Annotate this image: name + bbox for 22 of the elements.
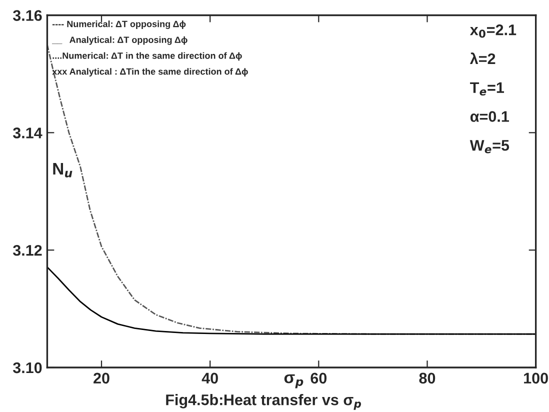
annotation: W$_{e}$=5 [470, 140, 510, 154]
x-tick-label: 80 [419, 372, 436, 384]
annotation: ....Numerical: ΔT in the same direction of Δϕ [52, 52, 242, 61]
y-tick-label: 3.14 [12, 128, 42, 138]
annotation: T$_{e}$=1 [470, 82, 504, 96]
annotation: λ=2 [470, 52, 496, 64]
x-tick-label: 100 [524, 372, 548, 384]
y-tick-label: 3.16 [12, 10, 42, 21]
text: Fig4.5b:Heat transfer vs σ$_{p}$ [166, 394, 361, 410]
line-series [47, 266, 536, 335]
x-tick-label: 60 [310, 372, 327, 384]
annotation: __ Analytical: ΔT opposing Δϕ [52, 36, 188, 45]
y-tick-label: 3.10 [12, 362, 42, 374]
annotation: x$_{0}$=2.1 [470, 24, 516, 38]
y-tick-label: 3.12 [12, 244, 42, 256]
x-tick-label: 20 [94, 372, 110, 384]
annotation: ---- Numerical: ΔT opposing Δϕ [52, 20, 186, 29]
annotation: α=0.1 [470, 111, 509, 122]
y-axis-title: N$_{u}$ [53, 163, 72, 178]
x-axis-title: σ$_{p}$ [284, 374, 304, 388]
annotation: xxx Analytical : ΔTin the same direction of Δϕ [52, 68, 248, 76]
x-tick-label: 40 [202, 372, 218, 384]
